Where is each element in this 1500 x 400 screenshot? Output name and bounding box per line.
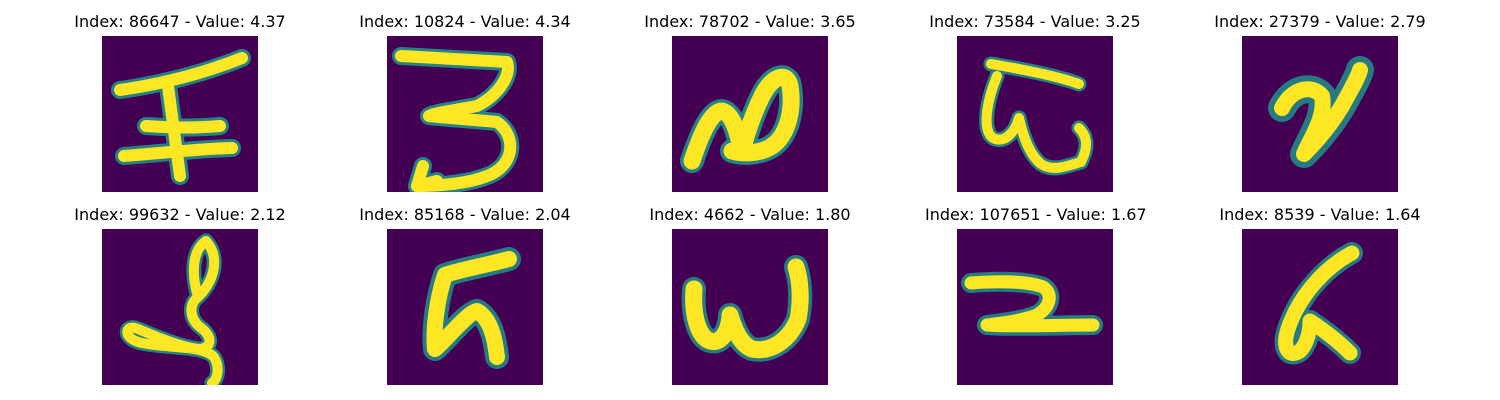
glyph-10824	[387, 36, 543, 192]
panel-title: Index: 86647 - Value: 4.37	[74, 12, 286, 31]
glyph-image	[387, 229, 543, 385]
glyph-27379	[1242, 36, 1398, 192]
glyph-image	[1242, 229, 1398, 385]
glyph-85168	[387, 229, 543, 385]
glyph-99632	[102, 229, 258, 385]
glyph-image	[102, 36, 258, 192]
panel-title: Index: 73584 - Value: 3.25	[929, 12, 1141, 31]
glyph-image	[1242, 36, 1398, 192]
panel-title: Index: 27379 - Value: 2.79	[1214, 12, 1426, 31]
panel-title: Index: 99632 - Value: 2.12	[74, 205, 286, 224]
panel-title: Index: 85168 - Value: 2.04	[359, 205, 571, 224]
panel-title: Index: 4662 - Value: 1.80	[649, 205, 851, 224]
glyph-image	[957, 36, 1113, 192]
glyph-107651	[957, 229, 1113, 385]
panel-title: Index: 8539 - Value: 1.64	[1219, 205, 1421, 224]
panel-title: Index: 78702 - Value: 3.65	[644, 12, 856, 31]
glyph-image	[672, 36, 828, 192]
panel-title: Index: 10824 - Value: 4.34	[359, 12, 571, 31]
glyph-image	[957, 229, 1113, 385]
glyph-image	[387, 36, 543, 192]
panel-title: Index: 107651 - Value: 1.67	[925, 205, 1147, 224]
glyph-image	[672, 229, 828, 385]
glyph-4662	[672, 229, 828, 385]
glyph-73584	[957, 36, 1113, 192]
glyph-image	[102, 229, 258, 385]
glyph-86647	[102, 36, 258, 192]
glyph-8539	[1242, 229, 1398, 385]
glyph-78702	[672, 36, 828, 192]
